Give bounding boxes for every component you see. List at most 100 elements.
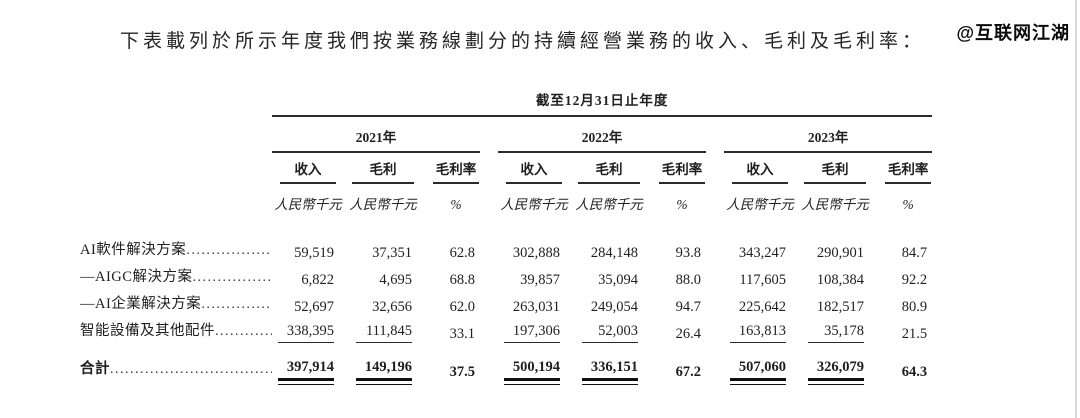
dot-leader [201,296,272,313]
value-cell: 4,695 [379,272,412,288]
column-gap [706,343,724,381]
empty-cell [80,184,272,215]
year-header-row: 2021年 2022年 2023年 [80,116,933,153]
dot-leader [192,269,272,286]
value-cell: 33.1 [449,326,475,342]
total-row: 合計 397,914 149,196 37.5 500,194 336,151 … [80,343,932,385]
col-header-revenue: 收入 [498,152,570,184]
column-gap [706,152,724,184]
unit-label: 人民幣千元 [801,197,869,212]
column-gap [480,184,498,215]
value-cell: 84.7 [901,245,928,261]
table-row: AI軟件解決方案 59,519 37,351 62.8 302,888 284,… [80,215,932,262]
column-gap [480,152,498,184]
value-cell: 88.0 [675,272,701,288]
col-header-gross-margin: 毛利率 [648,152,706,184]
value-cell: 21.5 [901,326,928,342]
unit-label: 人民幣千元 [500,197,568,212]
value-cell: 26.4 [675,326,701,342]
units-row: 人民幣千元 人民幣千元 % 人民幣千元 人民幣千元 % 人民幣千元 人民幣千元 … [80,184,932,215]
value-cell: 62.0 [449,299,475,315]
page-title: 下表載列於所示年度我們按業務線劃分的持續經營業務的收入、毛利及毛利率： [120,31,926,52]
value-cell: 343,247 [738,245,786,261]
dot-leader [110,361,272,378]
unit-label: % [902,197,914,212]
total-value-cell: 149,196 [344,343,422,385]
dot-leader [186,242,272,259]
value-cell: 302,888 [512,245,560,261]
total-value-cell: 37.5 [449,364,475,380]
value-cell: 338,395 [272,316,344,343]
unit-label: 人民幣千元 [726,197,794,212]
row-label: —AIGC解決方案 [80,262,272,289]
value-cell: 94.7 [675,299,701,315]
unit-label: 人民幣千元 [575,197,643,212]
unit-label: % [676,197,688,212]
value-cell: 197,306 [498,316,570,343]
total-value-cell: 336,151 [570,343,648,385]
value-cell: 35,094 [598,272,638,288]
unit-label: 人民幣千元 [274,197,342,212]
page-edge-line [1075,0,1077,418]
total-value-cell: 507,060 [724,343,796,385]
column-gap [706,289,724,316]
value-cell: 284,148 [590,245,638,261]
row-label: 智能設備及其他配件 [80,316,272,343]
value-cell: 249,054 [590,299,638,315]
value-cell: 182,517 [816,299,864,315]
column-gap [480,116,498,152]
value-cell: 92.2 [901,272,928,288]
unit-label: % [450,197,462,212]
column-gap [706,184,724,215]
col-header-gross-margin: 毛利率 [422,152,480,184]
column-gap [706,316,724,343]
value-cell: 68.8 [449,272,475,288]
period-header: 截至12月31日止年度 [272,86,933,117]
table-row: —AIGC解決方案 6,822 4,695 68.8 39,857 35,094… [80,262,932,289]
value-cell: 111,845 [344,316,422,343]
col-header-gross-profit: 毛利 [570,152,648,184]
value-cell: 263,031 [512,299,560,315]
period-header-row: 截至12月31日止年度 [80,86,933,117]
table-row: —AI企業解決方案 52,697 32,656 62.0 263,031 249… [80,289,932,316]
value-cell: 117,605 [739,272,786,288]
col-header-revenue: 收入 [272,152,344,184]
year-header-2023: 2023年 [724,116,933,153]
value-cell: 62.8 [449,245,475,261]
column-gap [706,116,724,152]
dot-leader [215,323,272,340]
value-cell: 225,642 [738,299,786,315]
value-cell: 163,813 [724,316,796,343]
empty-cell [80,86,272,116]
empty-cell [80,152,272,184]
row-label: AI軟件解決方案 [80,215,272,262]
col-header-gross-profit: 毛利 [344,152,422,184]
column-gap [480,215,498,262]
column-gap [480,289,498,316]
value-cell: 37,351 [372,245,412,261]
column-header-row: 收入 毛利 毛利率 收入 毛利 毛利率 收入 毛利 毛利率 [80,152,932,184]
row-label: —AI企業解決方案 [80,289,272,316]
table-row: 智能設備及其他配件 338,395 111,845 33.1 197,306 5… [80,316,932,343]
total-value-cell: 397,914 [272,343,344,385]
column-gap [706,215,724,262]
empty-cell [80,116,272,152]
value-cell: 93.8 [675,245,701,261]
total-value-cell: 500,194 [498,343,570,385]
value-cell: 108,384 [816,272,864,288]
total-value-cell: 64.3 [901,364,928,380]
total-value-cell: 326,079 [796,343,874,385]
value-cell: 290,901 [816,245,864,261]
column-gap [480,316,498,343]
year-header-2021: 2021年 [272,116,480,153]
watermark: @互联网江湖 [956,23,1070,43]
column-gap [480,343,498,381]
row-label: 合計 [80,343,272,381]
value-cell: 59,519 [294,245,334,261]
column-gap [480,262,498,289]
col-header-revenue: 收入 [724,152,796,184]
unit-label: 人民幣千元 [349,197,417,212]
financial-table: 截至12月31日止年度 2021年 2022年 2023年 收入 毛利 毛利率 … [80,86,933,385]
value-cell: 52,697 [294,299,334,315]
